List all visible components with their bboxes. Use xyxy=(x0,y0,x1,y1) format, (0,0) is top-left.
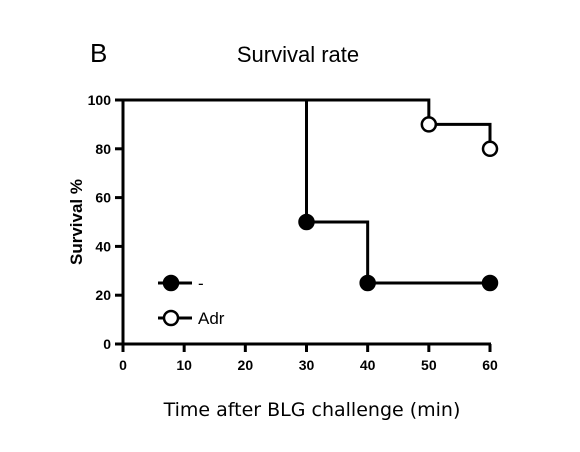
x-tick-label: 0 xyxy=(119,357,127,373)
y-tick-label: 80 xyxy=(95,141,111,157)
y-tick-label: 40 xyxy=(95,238,111,254)
x-tick-label: 40 xyxy=(360,357,376,373)
data-point-adr xyxy=(420,116,438,133)
y-tick-label: 20 xyxy=(95,287,111,303)
x-tick-label: 20 xyxy=(238,357,254,373)
data-point-control xyxy=(481,274,499,292)
axes: 0 20 40 60 80 100 0 10 20 30 40 50 60 xyxy=(88,92,498,373)
y-tick-label: 0 xyxy=(103,336,111,352)
legend-label: - xyxy=(198,274,204,293)
y-tick-label: 60 xyxy=(95,190,111,206)
legend-label: Adr xyxy=(198,309,225,328)
x-tick-label: 10 xyxy=(176,357,192,373)
y-axis-title: Survival % xyxy=(67,179,86,265)
x-axis-title: Time after BLG challenge (min) xyxy=(163,399,461,421)
panel-label: B xyxy=(90,38,107,68)
y-tick-label: 100 xyxy=(88,92,112,108)
legend-marker xyxy=(162,274,180,292)
x-tick-label: 50 xyxy=(421,357,437,373)
x-tick-label: 60 xyxy=(482,357,498,373)
chart-title: Survival rate xyxy=(237,42,359,67)
series-layer xyxy=(123,98,499,292)
data-point-control xyxy=(298,213,315,231)
data-point-adr xyxy=(481,140,499,158)
legend: - Adr xyxy=(158,274,225,328)
legend-marker xyxy=(162,309,180,327)
data-point-control xyxy=(359,274,376,292)
x-tick-label: 30 xyxy=(299,357,315,373)
